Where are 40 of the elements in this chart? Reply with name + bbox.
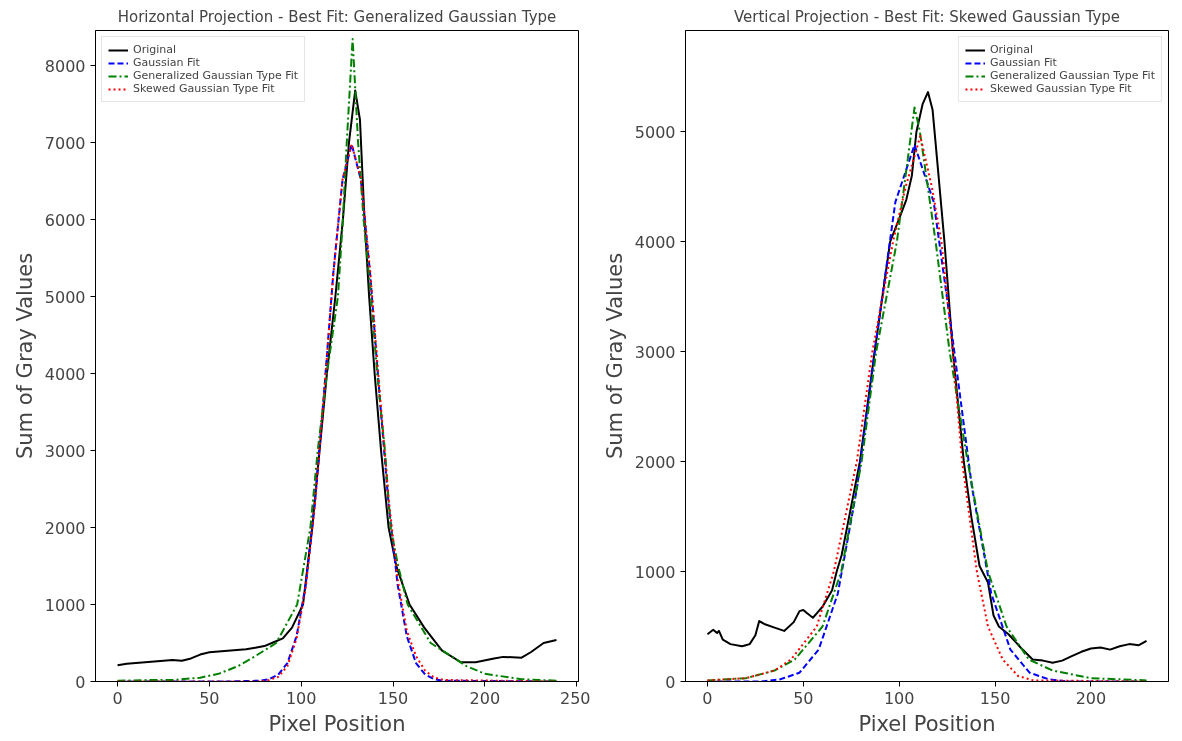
y-tick-label: 3000 bbox=[44, 441, 86, 461]
y-tick-label: 4000 bbox=[634, 232, 676, 252]
x-tick-label: 150 bbox=[979, 688, 1011, 708]
x-tick-label: 200 bbox=[1075, 688, 1107, 708]
x-tick-label: 150 bbox=[377, 688, 409, 708]
y-tick-label: 2000 bbox=[634, 452, 676, 472]
chart-title: Vertical Projection - Best Fit: Skewed Gaussian Type bbox=[733, 7, 1121, 26]
x-tick-label: 100 bbox=[285, 688, 317, 708]
y-tick-label: 4000 bbox=[44, 364, 86, 384]
x-axis-title: Pixel Position bbox=[268, 711, 406, 736]
legend-label: Generalized Gaussian Type Fit bbox=[133, 69, 299, 82]
y-tick-label: 2000 bbox=[44, 518, 86, 538]
x-tick-label: 0 bbox=[112, 688, 123, 708]
x-tick-label: 100 bbox=[883, 688, 915, 708]
legend-label: Skewed Gaussian Type Fit bbox=[989, 82, 1132, 95]
chart-title: Horizontal Projection - Best Fit: Generalized Gaussian Type bbox=[117, 7, 557, 26]
x-tick-label: 200 bbox=[469, 688, 501, 708]
x-tick-label: 250 bbox=[559, 688, 591, 708]
legend-label: Generalized Gaussian Type Fit bbox=[989, 69, 1155, 82]
y-tick-label: 0 bbox=[665, 672, 676, 692]
y-axis-title: Sum of Gray Values bbox=[12, 252, 37, 460]
x-tick-label: 50 bbox=[793, 688, 814, 708]
legend-label: Skewed Gaussian Type Fit bbox=[133, 82, 275, 95]
y-tick-label: 1000 bbox=[44, 595, 86, 615]
y-tick-label: 8000 bbox=[44, 56, 86, 76]
y-axis-title: Sum of Gray Values bbox=[602, 252, 627, 460]
y-tick-label: 6000 bbox=[44, 210, 86, 230]
y-tick-label: 5000 bbox=[634, 122, 676, 142]
y-tick-label: 0 bbox=[75, 672, 86, 692]
y-tick-label: 1000 bbox=[634, 562, 676, 582]
legend-label: Original bbox=[989, 43, 1033, 56]
legend-label: Gaussian Fit bbox=[989, 56, 1057, 69]
y-tick-label: 7000 bbox=[44, 133, 86, 153]
x-tick-label: 50 bbox=[199, 688, 220, 708]
y-tick-label: 5000 bbox=[44, 287, 86, 307]
x-axis-title: Pixel Position bbox=[858, 711, 996, 736]
legend-label: Original bbox=[133, 43, 177, 56]
legend-label: Gaussian Fit bbox=[133, 56, 200, 69]
x-tick-label: 0 bbox=[702, 688, 713, 708]
y-tick-label: 3000 bbox=[634, 342, 676, 362]
